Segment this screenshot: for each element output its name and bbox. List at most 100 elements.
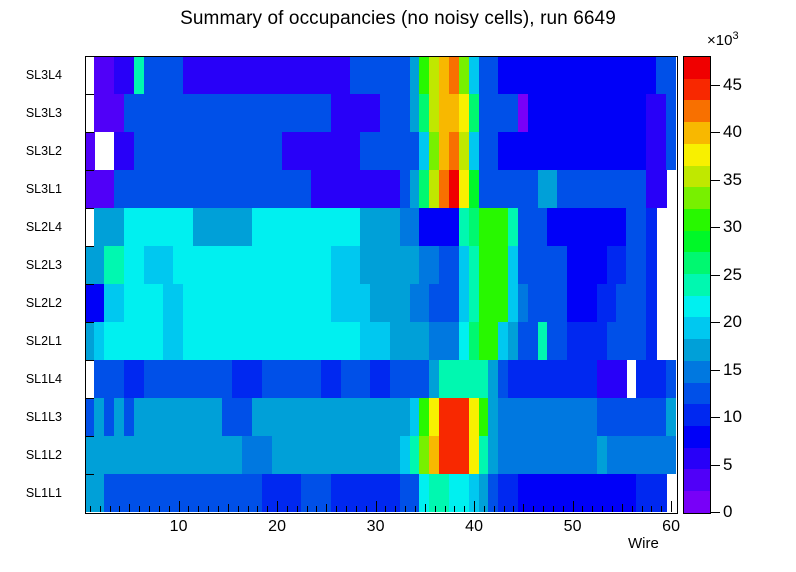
x-axis-major-tick — [277, 501, 278, 512]
z-axis-tick-label: 0 — [723, 502, 733, 521]
x-axis-minor-tick — [494, 506, 495, 512]
y-axis-tick — [85, 94, 94, 95]
x-axis-minor-tick — [326, 504, 327, 512]
x-axis-tick-label: 50 — [563, 518, 582, 535]
x-axis-tick-label: 30 — [366, 518, 385, 535]
z-axis-tick-label: 35 — [723, 170, 742, 189]
x-axis-major-tick — [376, 501, 377, 512]
x-axis-minor-tick — [248, 506, 249, 512]
x-axis-minor-tick — [661, 506, 662, 512]
color-scale-band — [684, 100, 710, 123]
y-axis-tick — [85, 398, 94, 399]
color-scale-band — [684, 469, 710, 492]
x-axis-minor-tick — [366, 506, 367, 512]
y-axis-label-sl2l1: SL2L1 — [25, 334, 62, 348]
heatmap-cells — [85, 56, 676, 512]
x-axis-minor-tick — [395, 506, 396, 512]
x-axis-minor-tick — [129, 504, 130, 512]
x-axis-minor-tick — [553, 506, 554, 512]
z-axis-tick — [710, 227, 720, 228]
x-axis-minor-tick — [385, 506, 386, 512]
z-axis-tick-label: 25 — [723, 265, 742, 284]
x-axis-minor-tick — [218, 506, 219, 512]
x-axis-minor-tick — [533, 506, 534, 512]
x-axis-minor-tick — [188, 506, 189, 512]
color-scale-band — [684, 447, 710, 470]
x-axis-minor-tick — [622, 504, 623, 512]
y-axis-tick — [85, 170, 94, 171]
x-axis-minor-tick — [592, 506, 593, 512]
color-scale-band — [684, 57, 710, 79]
x-axis-minor-tick — [642, 506, 643, 512]
x-axis-minor-tick — [504, 506, 505, 512]
z-axis-tick-label: 5 — [723, 455, 733, 474]
z-axis-tick-label: 30 — [723, 217, 742, 236]
z-axis-tick — [710, 85, 720, 86]
heatmap-plot-area[interactable] — [85, 56, 676, 512]
x-axis-minor-tick — [415, 506, 416, 512]
y-axis-label-sl2l4: SL2L4 — [25, 220, 62, 234]
y-axis-tick — [85, 474, 94, 475]
y-axis-label-sl3l1: SL3L1 — [25, 182, 62, 196]
x-axis-minor-tick — [198, 506, 199, 512]
x-axis-minor-tick — [149, 506, 150, 512]
y-axis-label-sl3l2: SL3L2 — [25, 144, 62, 158]
y-axis-tick — [85, 360, 94, 361]
color-scale-band — [684, 360, 710, 383]
color-scale-band — [684, 295, 710, 318]
color-scale-band — [684, 230, 710, 253]
x-axis-minor-tick — [238, 506, 239, 512]
x-axis-minor-tick — [110, 506, 111, 512]
x-axis-minor-tick — [513, 506, 514, 512]
x-axis-minor-tick — [228, 504, 229, 512]
z-axis-tick — [710, 180, 720, 181]
y-axis-tick — [85, 284, 94, 285]
y-axis-tick — [85, 132, 94, 133]
z-axis-tick — [710, 132, 720, 133]
z-axis-tick — [710, 275, 720, 276]
color-scale-band — [684, 143, 710, 166]
z-axis-tick-label: 15 — [723, 360, 742, 379]
y-axis-tick — [85, 436, 94, 437]
z-axis-tick — [710, 370, 720, 371]
x-axis-minor-tick — [169, 506, 170, 512]
x-axis-minor-tick — [90, 506, 91, 512]
x-axis-major-tick — [474, 501, 475, 512]
z-exponent-base: ×10 — [707, 32, 733, 49]
y-axis-label-sl1l3: SL1L3 — [25, 410, 62, 424]
y-axis-label-sl1l2: SL1L2 — [25, 448, 62, 462]
x-axis-minor-tick — [454, 506, 455, 512]
x-axis-minor-tick — [582, 506, 583, 512]
color-scale-band — [684, 425, 710, 448]
y-axis-label-sl1l4: SL1L4 — [25, 372, 62, 386]
x-axis-minor-tick — [651, 506, 652, 512]
x-axis-minor-tick — [523, 504, 524, 512]
y-axis-label-sl3l3: SL3L3 — [25, 106, 62, 120]
y-axis-label-sl1l1: SL1L1 — [25, 486, 62, 500]
x-axis-major-tick — [671, 501, 672, 512]
y-axis-tick — [85, 322, 94, 323]
color-scale-band — [684, 382, 710, 405]
z-axis-exponent-label: ×103 — [707, 30, 739, 49]
z-axis-tick-label: 45 — [723, 75, 742, 94]
x-axis-minor-tick — [563, 506, 564, 512]
x-axis-minor-tick — [257, 506, 258, 512]
x-axis-tick-label: 60 — [662, 518, 680, 535]
x-axis-minor-tick — [632, 506, 633, 512]
color-scale-band — [684, 165, 710, 188]
x-axis-minor-tick — [159, 506, 160, 512]
color-scale-band — [684, 274, 710, 296]
color-scale-band — [684, 208, 710, 231]
color-scale-band — [684, 339, 710, 361]
x-axis-minor-tick — [356, 506, 357, 512]
x-axis-tick-label: 20 — [268, 518, 286, 535]
z-axis-tick-label: 20 — [723, 312, 742, 331]
z-exponent-power: 3 — [732, 30, 739, 42]
x-axis-minor-tick — [464, 506, 465, 512]
x-axis-minor-tick — [316, 506, 317, 512]
x-axis-minor-tick — [267, 506, 268, 512]
color-scale-band — [684, 404, 710, 426]
x-axis-minor-tick — [405, 506, 406, 512]
x-axis-major-tick — [573, 501, 574, 512]
